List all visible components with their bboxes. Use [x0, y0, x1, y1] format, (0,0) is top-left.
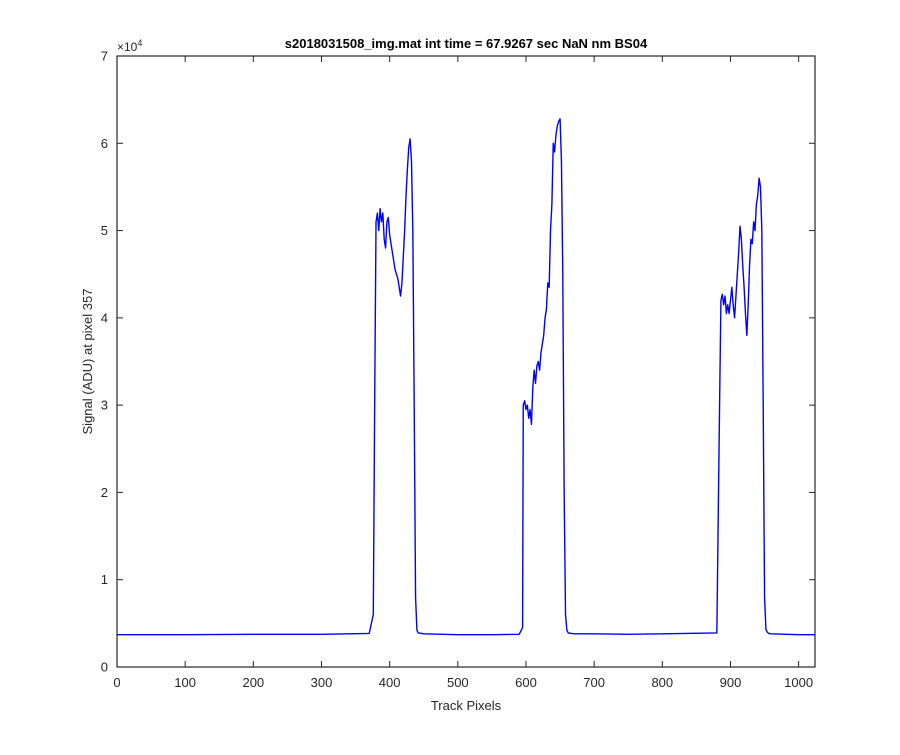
plot-area: [117, 56, 815, 667]
x-tick-label: 100: [174, 675, 196, 690]
y-tick-label: 1: [101, 572, 108, 587]
y-tick-label: 5: [101, 223, 108, 238]
x-tick-label: 1000: [784, 675, 813, 690]
x-tick-label: 0: [113, 675, 120, 690]
y-axis-exponent: ×104: [117, 38, 142, 54]
y-tick-label: 7: [101, 49, 108, 64]
x-tick-label: 500: [447, 675, 469, 690]
y-tick-label: 2: [101, 485, 108, 500]
data-layer: [117, 118, 815, 636]
y-tick-label: 6: [101, 136, 108, 151]
y-axis-label: Signal (ADU) at pixel 357: [80, 289, 95, 435]
x-tick-label: 800: [651, 675, 673, 690]
y-exponent-power: 4: [137, 38, 142, 48]
series-line-0: [117, 118, 815, 636]
x-tick-label: 300: [311, 675, 333, 690]
x-tick-label: 400: [379, 675, 401, 690]
svg-text:×104: ×104: [117, 38, 142, 54]
x-tick-label: 700: [583, 675, 605, 690]
y-tick-label: 0: [101, 660, 108, 675]
y-tick-label: 3: [101, 398, 108, 413]
x-axis-label: Track Pixels: [431, 698, 502, 713]
y-exponent-base: ×10: [117, 40, 138, 54]
x-tick-label: 900: [720, 675, 742, 690]
x-axis-ticks: 0 100 200 300 400 500 600 700 800 900 1000: [113, 56, 813, 690]
chart-title: s2018031508_img.mat int time = 67.9267 s…: [285, 36, 648, 51]
axes-box: [116, 55, 816, 668]
y-axis-ticks: 0 1 2 3 4 5 6 7: [101, 49, 815, 675]
x-tick-label: 600: [515, 675, 537, 690]
x-tick-label: 200: [242, 675, 264, 690]
y-tick-label: 4: [101, 310, 108, 325]
